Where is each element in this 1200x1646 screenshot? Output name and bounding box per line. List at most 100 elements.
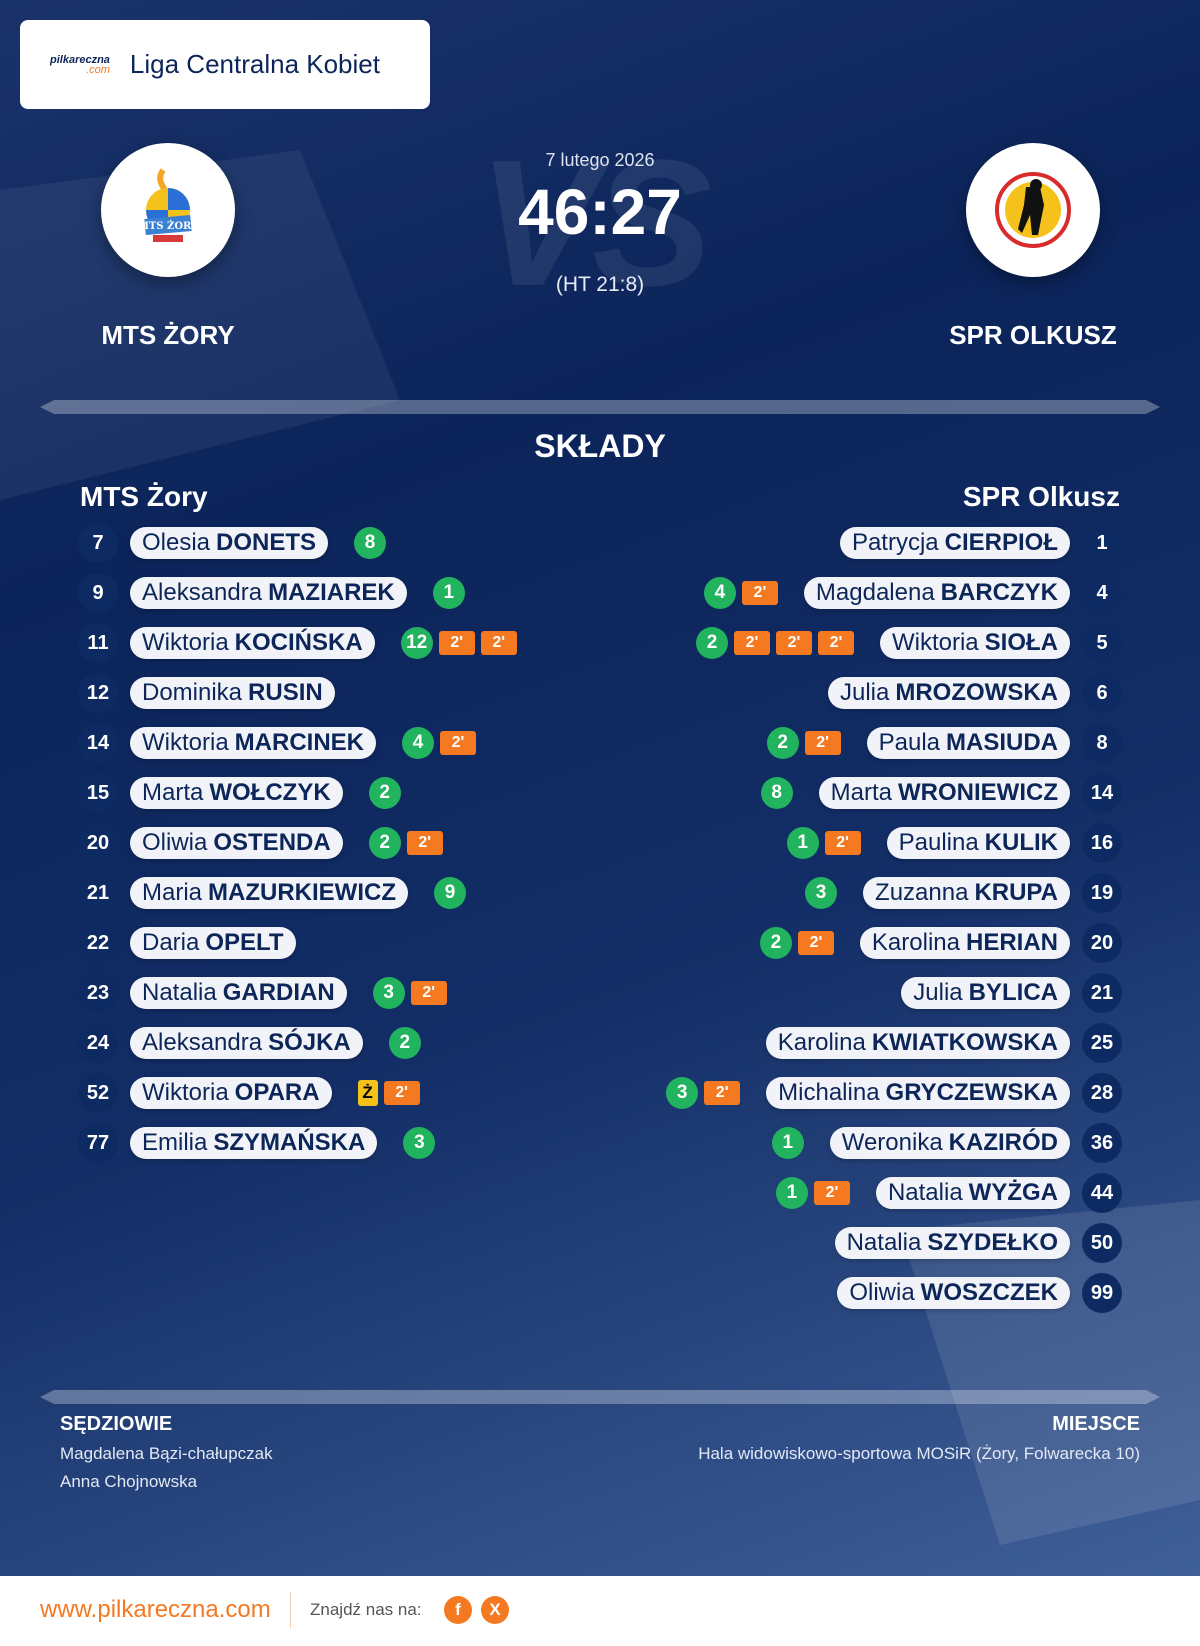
suspension-badge: 2'	[704, 1081, 741, 1105]
player-first-name: Marta	[830, 779, 893, 806]
player-name[interactable]: Marta WRONIEWICZ	[818, 777, 1070, 809]
player-name[interactable]: Julia BYLICA	[901, 977, 1070, 1009]
player-name[interactable]: Aleksandra MAZIAREK	[130, 577, 407, 609]
suspension-badge: 2'	[438, 631, 475, 655]
player-events: 3 2'	[372, 977, 447, 1009]
player-number: 28	[1082, 1073, 1122, 1113]
player-name[interactable]: Wiktoria SIOŁA	[879, 627, 1070, 659]
player-number: 21	[1082, 973, 1122, 1013]
player-name[interactable]: Dominika RUSIN	[130, 677, 335, 709]
away-team-name[interactable]: SPR OLKUSZ	[949, 320, 1117, 350]
player-number: 16	[1082, 823, 1122, 863]
player-number: 77	[78, 1123, 118, 1163]
away-team-logo[interactable]	[966, 143, 1100, 277]
player-row: 3 2' Michalina GRYCZEWSKA 28	[666, 1073, 1122, 1113]
player-name[interactable]: Zuzanna KRUPA	[863, 877, 1070, 909]
player-row: 9 Aleksandra MAZIAREK 1	[78, 573, 465, 613]
player-name[interactable]: Weronika KAZIRÓD	[829, 1127, 1070, 1159]
player-name[interactable]: Julia MROZOWSKA	[827, 677, 1070, 709]
player-row: Oliwia WOSZCZEK 99	[811, 1273, 1122, 1313]
suspension-badge: 2'	[813, 1181, 850, 1205]
player-first-name: Natalia	[142, 979, 217, 1006]
player-name[interactable]: Daria OPELT	[130, 927, 296, 959]
player-number: 7	[78, 523, 118, 563]
goals-badge: 3	[805, 877, 838, 909]
player-name[interactable]: Paulina KULIK	[886, 827, 1070, 859]
player-last-name: KOCIŃSKA	[234, 629, 363, 656]
player-first-name: Emilia	[142, 1129, 208, 1156]
player-number: 36	[1082, 1123, 1122, 1163]
player-row: Julia BYLICA 21	[875, 973, 1122, 1013]
player-events: 8	[354, 527, 387, 559]
player-name[interactable]: Karolina KWIATKOWSKA	[765, 1027, 1070, 1059]
site-link[interactable]: www.pilkareczna.com	[40, 1596, 271, 1623]
player-first-name: Julia	[913, 979, 963, 1006]
player-number: 12	[78, 673, 118, 713]
player-name[interactable]: Paula MASIUDA	[866, 727, 1070, 759]
player-last-name: HERIAN	[965, 929, 1058, 956]
player-first-name: Natalia	[887, 1179, 963, 1206]
home-team-logo[interactable]: MTS ŻORY	[101, 143, 235, 277]
home-team-name[interactable]: MTS ŻORY	[101, 320, 235, 350]
player-name[interactable]: Karolina HERIAN	[859, 927, 1070, 959]
player-name[interactable]: Olesia DONETS	[130, 527, 329, 559]
player-name[interactable]: Natalia SZYDEŁKO	[834, 1227, 1070, 1259]
player-name[interactable]: Marta WOŁCZYK	[130, 777, 343, 809]
x-icon[interactable]: X	[481, 1596, 509, 1624]
player-name[interactable]: Natalia GARDIAN	[130, 977, 347, 1009]
player-last-name: MARCINEK	[234, 729, 364, 756]
player-first-name: Aleksandra	[142, 1029, 263, 1056]
player-first-name: Daria	[142, 929, 200, 956]
player-name[interactable]: Aleksandra SÓJKA	[130, 1027, 363, 1059]
player-row: 2 2' Paula MASIUDA 8	[766, 723, 1122, 763]
player-name[interactable]: Oliwia WOSZCZEK	[837, 1277, 1070, 1309]
player-first-name: Wiktoria	[891, 629, 979, 656]
player-name[interactable]: Wiktoria OPARA	[130, 1077, 332, 1109]
player-row: Julia MROZOWSKA 6	[802, 673, 1122, 713]
player-last-name: GRYCZEWSKA	[885, 1079, 1058, 1106]
suspension-badge: 2'	[733, 631, 770, 655]
player-name[interactable]: Wiktoria KOCIŃSKA	[130, 627, 375, 659]
mts-zory-crest-icon: MTS ŻORY	[138, 168, 199, 242]
player-last-name: SIOŁA	[984, 629, 1058, 656]
player-first-name: Julia	[839, 679, 890, 706]
player-number: 99	[1082, 1273, 1122, 1313]
player-name[interactable]: Emilia SZYMAŃSKA	[130, 1127, 378, 1159]
player-last-name: OSTENDA	[213, 829, 331, 856]
crest-text: MTS ŻORY	[138, 219, 199, 232]
player-number: 19	[1082, 873, 1122, 913]
footer: www.pilkareczna.com Znajdź nas na: f X	[0, 1576, 1200, 1646]
player-first-name: Maria	[142, 879, 203, 906]
player-events: 3 2'	[666, 1077, 741, 1109]
player-last-name: RUSIN	[248, 679, 323, 706]
player-number: 21	[78, 873, 118, 913]
player-name[interactable]: Patrycja CIERPIOŁ	[839, 527, 1070, 559]
player-events: 1 2'	[786, 827, 861, 859]
brand-logo[interactable]: pilkareczna .com	[50, 54, 110, 75]
player-events: 3	[805, 877, 838, 909]
player-row: 8 Marta WRONIEWICZ 14	[760, 773, 1122, 813]
player-last-name: SZYMAŃSKA	[213, 1129, 366, 1156]
player-first-name: Karolina	[871, 929, 960, 956]
player-row: 2 2' 2' 2' Wiktoria SIOŁA 5	[695, 623, 1122, 663]
player-name[interactable]: Maria MAZURKIEWICZ	[130, 877, 408, 909]
player-number: 4	[1082, 573, 1122, 613]
player-number: 1	[1082, 523, 1122, 563]
facebook-icon[interactable]: f	[444, 1596, 472, 1624]
player-name[interactable]: Natalia WYŻGA	[875, 1177, 1070, 1209]
player-first-name: Oliwia	[142, 829, 208, 856]
goals-badge: 2	[388, 1027, 421, 1059]
player-events: 1 2'	[775, 1177, 850, 1209]
player-name[interactable]: Michalina GRYCZEWSKA	[766, 1077, 1070, 1109]
player-name[interactable]: Wiktoria MARCINEK	[130, 727, 376, 759]
player-first-name: Patrycja	[851, 529, 939, 556]
player-number: 50	[1082, 1223, 1122, 1263]
player-name[interactable]: Oliwia OSTENDA	[130, 827, 343, 859]
player-name[interactable]: Magdalena BARCZYK	[803, 577, 1070, 609]
player-first-name: Wiktoria	[142, 1079, 229, 1106]
player-row: 22 Daria OPELT	[78, 923, 322, 963]
goals-badge: 4	[402, 727, 434, 759]
player-first-name: Paula	[878, 729, 940, 756]
player-last-name: MAZIAREK	[268, 579, 395, 606]
official-name: Magdalena Bązi-chałupczak	[60, 1444, 273, 1463]
